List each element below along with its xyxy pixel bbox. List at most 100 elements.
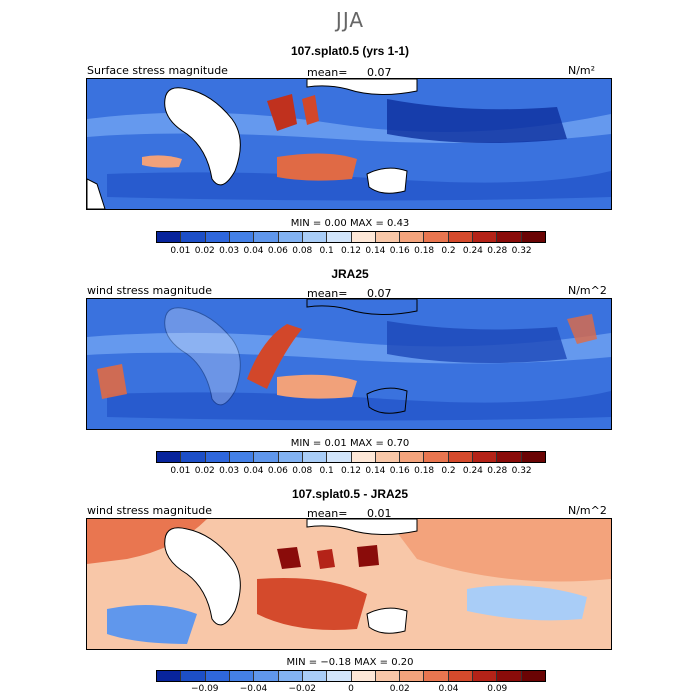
panel-1-max-value: 0.43 — [387, 218, 410, 229]
colorbar-swatch — [375, 452, 401, 462]
colorbar-swatch — [521, 232, 545, 242]
colorbar-swatch — [229, 671, 255, 681]
colorbar-tick-label: 0.14 — [365, 246, 386, 256]
panel-2-max-label: MAX = — [349, 438, 384, 449]
colorbar-swatch — [473, 452, 498, 462]
colorbar-tick-label: 0.12 — [340, 466, 362, 476]
colorbar-swatch — [521, 671, 545, 681]
panel-3-max-label: MAX = — [354, 657, 389, 668]
colorbar-tick-label: 0.2 — [441, 466, 456, 476]
panel-1-mean-value: 0.07 — [367, 66, 392, 79]
colorbar-swatch — [254, 671, 279, 681]
colorbar-tick-label: 0.32 — [511, 466, 532, 476]
panel-2-colorbar-ticks: 0.01 0.02 0.03 0.04 0.06 0.08 0.1 0.12 0.14 0.16 0… — [156, 466, 546, 478]
season-title: JJA — [335, 8, 365, 32]
colorbar-tick-label: 0.04 — [438, 684, 459, 694]
colorbar-tick-label: 0.02 — [194, 246, 215, 256]
panel-1-min-value: 0.00 — [324, 218, 347, 229]
colorbar-swatch — [497, 452, 522, 462]
colorbar-swatch — [448, 671, 474, 681]
panel-1-variable-label: Surface stress magnitude — [87, 64, 228, 77]
panel-2-max-value: 0.70 — [387, 438, 410, 449]
colorbar-swatch — [448, 452, 474, 462]
colorbar-tick-label: 0.16 — [389, 246, 410, 256]
colorbar-tick-label: 0.04 — [243, 246, 264, 256]
colorbar-swatch — [181, 452, 206, 462]
colorbar-swatch — [157, 232, 182, 242]
colorbar-tick-label: 0.08 — [292, 466, 313, 476]
colorbar-tick-label: 0.24 — [462, 246, 483, 256]
panel-2-colorbar — [156, 451, 546, 463]
colorbar-tick-label: 0.1 — [319, 246, 334, 256]
panel-3-map — [86, 518, 612, 650]
panel-2-minmax: MIN = 0.01 MAX = 0.70 — [0, 438, 700, 449]
panel-1-colorbar — [156, 231, 546, 243]
colorbar-tick-label: 0.24 — [462, 466, 483, 476]
colorbar-tick-label: 0.2 — [441, 246, 456, 256]
colorbar-swatch — [497, 671, 522, 681]
colorbar-tick-label: 0.02 — [194, 466, 215, 476]
panel-3-mean-value: 0.01 — [367, 507, 392, 520]
colorbar-swatch — [351, 232, 376, 242]
colorbar-tick-label: 0.03 — [219, 466, 240, 476]
colorbar-swatch — [302, 452, 328, 462]
colorbar-swatch — [351, 452, 376, 462]
panel-3-units: N/m^2 — [568, 504, 607, 517]
colorbar-swatch — [400, 671, 425, 681]
colorbar-tick-label: 0.04 — [243, 466, 264, 476]
colorbar-swatch — [473, 671, 498, 681]
colorbar-tick-label: −0.02 — [288, 684, 317, 694]
colorbar-tick-label: 0.18 — [414, 246, 435, 256]
colorbar-swatch — [327, 452, 352, 462]
colorbar-swatch — [157, 452, 182, 462]
colorbar-tick-label: 0.08 — [292, 246, 313, 256]
colorbar-swatch — [497, 232, 522, 242]
colorbar-tick-label: 0.01 — [170, 466, 191, 476]
panel-3-minmax: MIN = −0.18 MAX = 0.20 — [0, 657, 700, 668]
colorbar-tick-label: −0.04 — [239, 684, 268, 694]
colorbar-tick-label: 0.02 — [389, 684, 410, 694]
panel-3-colorbar — [156, 670, 546, 682]
colorbar-swatch — [205, 671, 230, 681]
colorbar-tick-label: 0 — [348, 684, 354, 694]
panel-3-colorbar-ticks: −0.09 −0.04 −0.02 0 0.02 0.04 0.09 — [156, 684, 546, 696]
colorbar-tick-label: 0.32 — [511, 246, 532, 256]
colorbar-tick-label: 0.18 — [414, 466, 435, 476]
colorbar-swatch — [424, 232, 449, 242]
colorbar-tick-label: 0.09 — [487, 684, 508, 694]
panel-2-min-label: MIN = — [290, 438, 322, 449]
colorbar-swatch — [254, 452, 279, 462]
panel-1-minmax: MIN = 0.00 MAX = 0.43 — [0, 218, 700, 229]
panel-1-map-field — [86, 78, 611, 210]
panel-3-title: 107.splat0.5 - JRA25 — [291, 487, 409, 501]
panel-2-units: N/m^2 — [568, 284, 607, 297]
colorbar-swatch — [229, 232, 255, 242]
panel-3-variable-label: wind stress magnitude — [87, 504, 213, 517]
colorbar-swatch — [400, 232, 425, 242]
colorbar-swatch — [181, 232, 206, 242]
panel-1-map — [86, 78, 612, 210]
colorbar-swatch — [327, 671, 352, 681]
colorbar-swatch — [181, 671, 206, 681]
colorbar-tick-label: 0.16 — [389, 466, 410, 476]
colorbar-tick-label: 0.06 — [267, 246, 288, 256]
colorbar-swatch — [424, 671, 449, 681]
panel-1-colorbar-ticks: 0.01 0.02 0.03 0.04 0.06 0.08 0.1 0.12 0.14 0.16 0… — [156, 246, 546, 258]
panel-3-mean-label: mean= — [307, 507, 348, 520]
colorbar-tick-label: 0.12 — [340, 246, 362, 256]
colorbar-tick-label: 0.01 — [170, 246, 191, 256]
colorbar-swatch — [400, 452, 425, 462]
panel-2-variable-label: wind stress magnitude — [87, 284, 213, 297]
colorbar-swatch — [424, 452, 449, 462]
colorbar-swatch — [351, 671, 376, 681]
colorbar-tick-label: −0.09 — [190, 684, 219, 694]
panel-3-max-value: 0.20 — [391, 657, 414, 668]
colorbar-swatch — [278, 232, 303, 242]
colorbar-swatch — [327, 232, 352, 242]
colorbar-swatch — [205, 452, 230, 462]
colorbar-swatch — [278, 671, 303, 681]
colorbar-swatch — [157, 671, 182, 681]
colorbar-swatch — [448, 232, 474, 242]
colorbar-tick-label: 0.03 — [219, 246, 240, 256]
colorbar-swatch — [375, 671, 401, 681]
